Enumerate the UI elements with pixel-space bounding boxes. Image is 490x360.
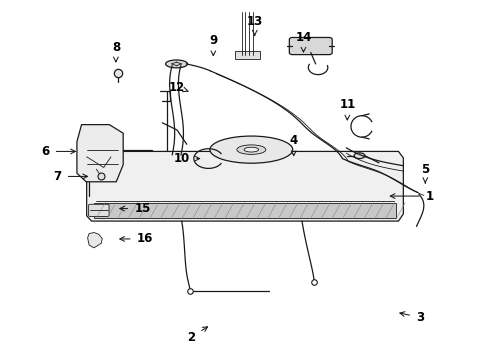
Polygon shape	[87, 152, 403, 221]
Text: 11: 11	[339, 99, 355, 120]
Text: 13: 13	[246, 14, 263, 35]
Polygon shape	[77, 125, 123, 182]
Ellipse shape	[354, 153, 365, 158]
FancyBboxPatch shape	[289, 37, 332, 55]
Ellipse shape	[210, 136, 293, 163]
FancyBboxPatch shape	[89, 204, 109, 216]
Text: 10: 10	[173, 152, 199, 165]
Text: 9: 9	[209, 34, 218, 55]
Text: 14: 14	[295, 31, 312, 52]
Text: 7: 7	[53, 170, 88, 183]
Polygon shape	[88, 233, 102, 248]
Text: 8: 8	[112, 41, 120, 62]
Text: 3: 3	[400, 311, 424, 324]
Text: 1: 1	[390, 190, 434, 203]
Text: 16: 16	[120, 233, 153, 246]
Ellipse shape	[237, 145, 266, 154]
FancyBboxPatch shape	[94, 203, 396, 218]
FancyBboxPatch shape	[235, 51, 260, 59]
Text: 15: 15	[120, 202, 151, 215]
Text: 12: 12	[169, 81, 188, 94]
Text: 5: 5	[421, 163, 429, 183]
Ellipse shape	[166, 60, 188, 68]
Text: 4: 4	[290, 134, 298, 156]
Ellipse shape	[244, 147, 259, 152]
Text: 2: 2	[187, 327, 208, 344]
Text: 6: 6	[41, 145, 75, 158]
